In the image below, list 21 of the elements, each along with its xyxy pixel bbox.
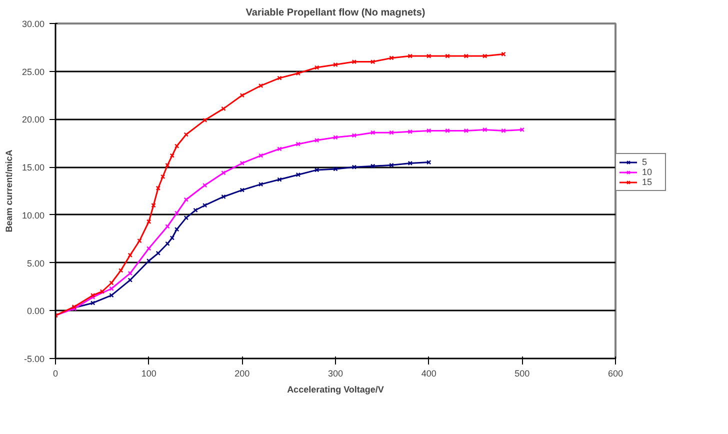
x-tick-label: 400	[421, 368, 436, 378]
x-tick-label: 100	[141, 368, 156, 378]
x-tick-label: 0	[52, 368, 58, 378]
legend-label: 10	[642, 167, 654, 177]
x-tick-label: 200	[234, 368, 250, 378]
y-axis-title: Beam current/micA	[4, 149, 14, 232]
y-tick-label: -5.00	[24, 354, 44, 364]
y-tick-label: 15.00	[22, 162, 45, 173]
legend-label: 15	[642, 177, 654, 187]
x-tick-label: 600	[608, 368, 624, 378]
y-tick-label: 5.00	[26, 258, 45, 268]
y-tick-label: 10.00	[22, 210, 45, 220]
y-tick-label: 20.00	[22, 114, 45, 125]
y-tick-label: 0.00	[26, 306, 45, 316]
x-axis-title: Accelerating Voltage/V	[287, 384, 384, 394]
x-tick-label: 300	[328, 368, 344, 378]
y-tick-label: 25.00	[22, 66, 45, 77]
y-tick-label: 30.00	[22, 19, 45, 29]
x-tick-label: 500	[514, 368, 530, 378]
chart-title: Variable Propellant flow (No magnets)	[246, 8, 426, 18]
legend-label: 5	[642, 157, 648, 167]
